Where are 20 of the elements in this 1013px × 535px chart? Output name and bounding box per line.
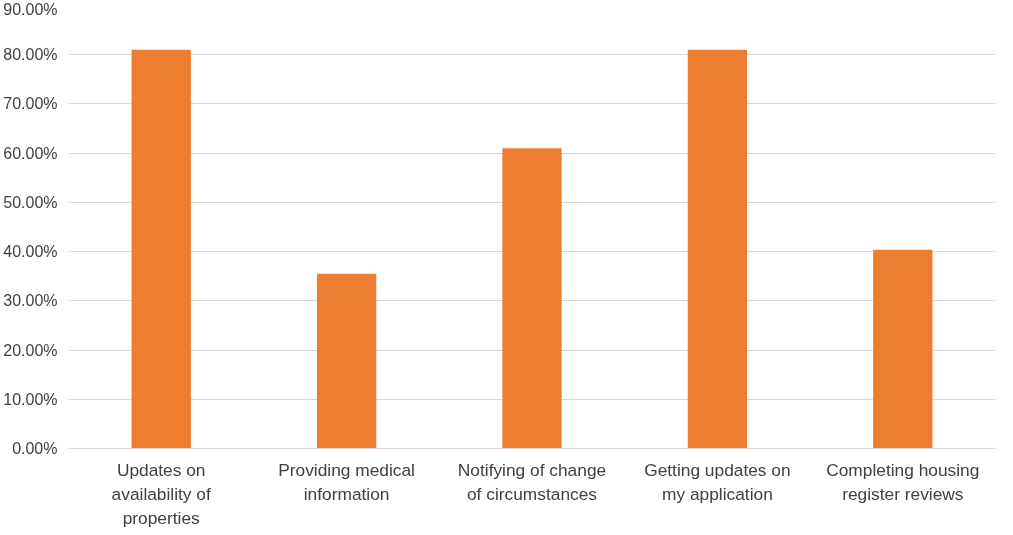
y-tick-label: 60.00% — [3, 144, 58, 162]
x-tick-label: Completing housing register reviews — [826, 459, 980, 504]
bar — [316, 273, 377, 449]
y-tick-label: 20.00% — [3, 341, 58, 359]
bar — [687, 49, 748, 449]
y-tick-label: 0.00% — [12, 440, 58, 457]
y-tick-label: 30.00% — [3, 292, 58, 310]
y-tick-label: 50.00% — [3, 193, 58, 211]
y-tick-label: 70.00% — [3, 95, 58, 113]
y-tick-label: 90.00% — [3, 0, 58, 18]
x-tick-label: Providing medical information — [278, 459, 415, 504]
x-tick-label: Notifying of change of circumstances — [457, 459, 607, 504]
x-tick-label: Updates on availability of properties — [111, 459, 211, 528]
x-tick-label: Getting updates on my application — [644, 459, 791, 504]
y-tick-label: 40.00% — [3, 243, 58, 261]
y-tick-label: 10.00% — [3, 390, 58, 408]
bar — [131, 49, 191, 449]
bar — [873, 249, 933, 449]
y-tick-label: 80.00% — [3, 46, 58, 64]
bar — [502, 148, 562, 449]
